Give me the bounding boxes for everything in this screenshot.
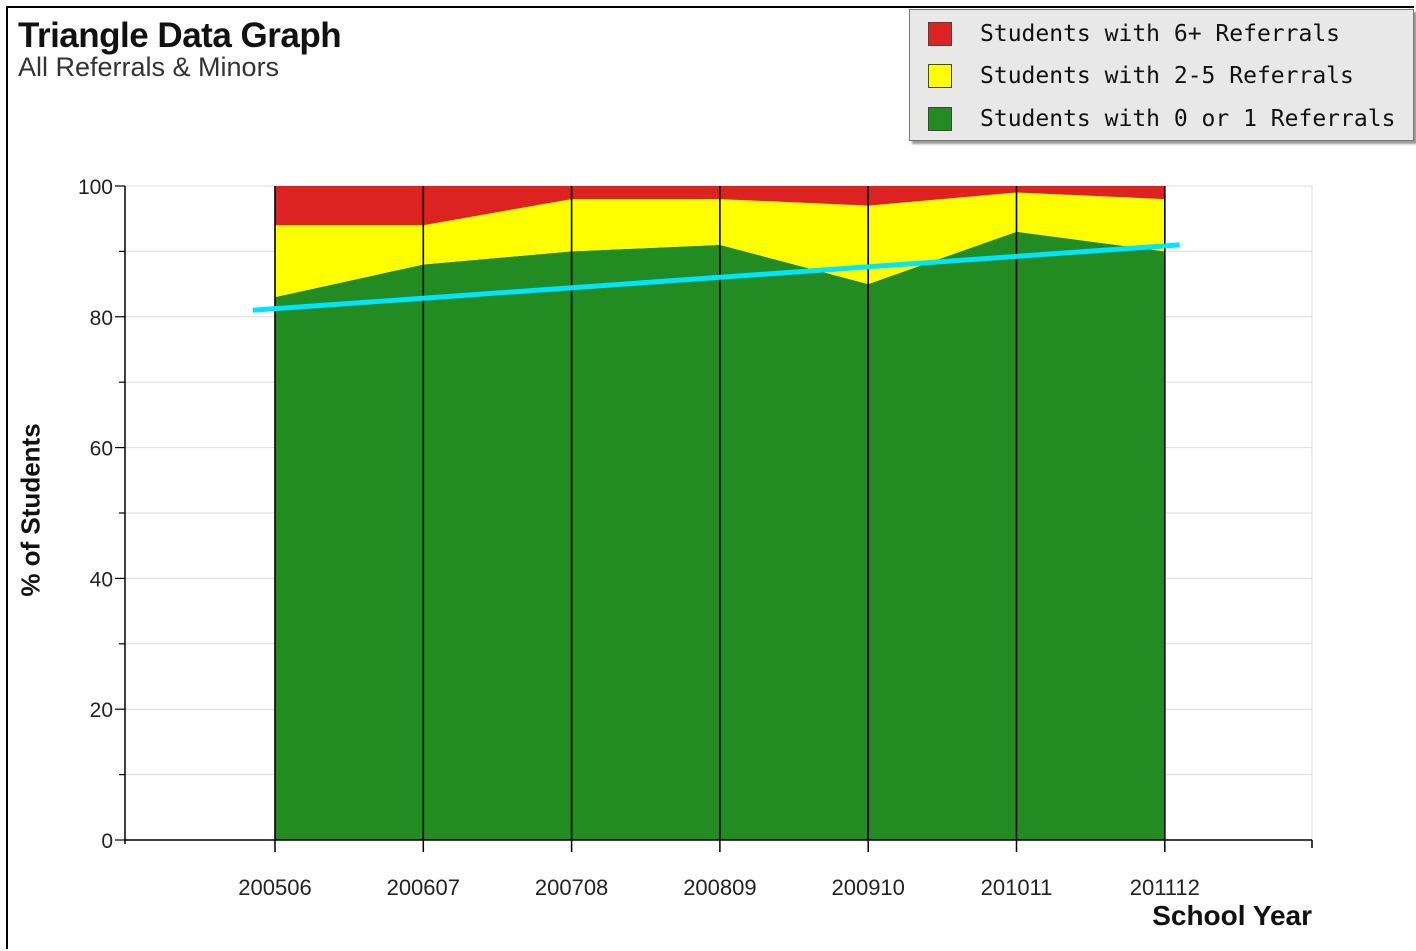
legend-label-0or1: Students with 0 or 1 Referrals <box>980 106 1396 132</box>
x-tick-label: 200506 <box>238 875 311 900</box>
legend-label-2to5: Students with 2-5 Referrals <box>980 63 1354 89</box>
x-axis-label: School Year <box>1152 900 1312 931</box>
y-tick-label: 0 <box>101 830 113 853</box>
chart-frame <box>6 6 1414 949</box>
y-tick-label: 80 <box>90 307 113 330</box>
x-tick-label: 200809 <box>683 875 756 900</box>
y-tick-label: 60 <box>90 438 113 461</box>
area-students-with-6-referrals <box>275 186 1165 226</box>
legend-swatch-0or1 <box>928 107 952 131</box>
chart-subtitle: All Referrals & Minors <box>18 52 280 82</box>
legend-label-6plus: Students with 6+ Referrals <box>980 21 1341 47</box>
chart-legend: Students with 6+ Referrals Students with… <box>909 9 1414 141</box>
y-tick-label: 20 <box>90 699 113 722</box>
x-tick-label: 201011 <box>981 875 1053 900</box>
trend-line <box>252 242 1180 313</box>
y-tick-label: 40 <box>90 568 113 591</box>
legend-swatch-6plus <box>928 22 952 46</box>
y-tick-label: 100 <box>78 176 113 199</box>
x-tick-label: 200910 <box>831 875 904 900</box>
x-tick-label: 200708 <box>535 875 608 900</box>
x-tick-label: 200607 <box>387 875 460 900</box>
y-axis-label: % of Students <box>15 423 46 597</box>
chart-title: Triangle Data Graph <box>18 16 342 55</box>
legend-swatch-2to5 <box>928 64 952 88</box>
x-tick-label: 201112 <box>1130 875 1200 900</box>
